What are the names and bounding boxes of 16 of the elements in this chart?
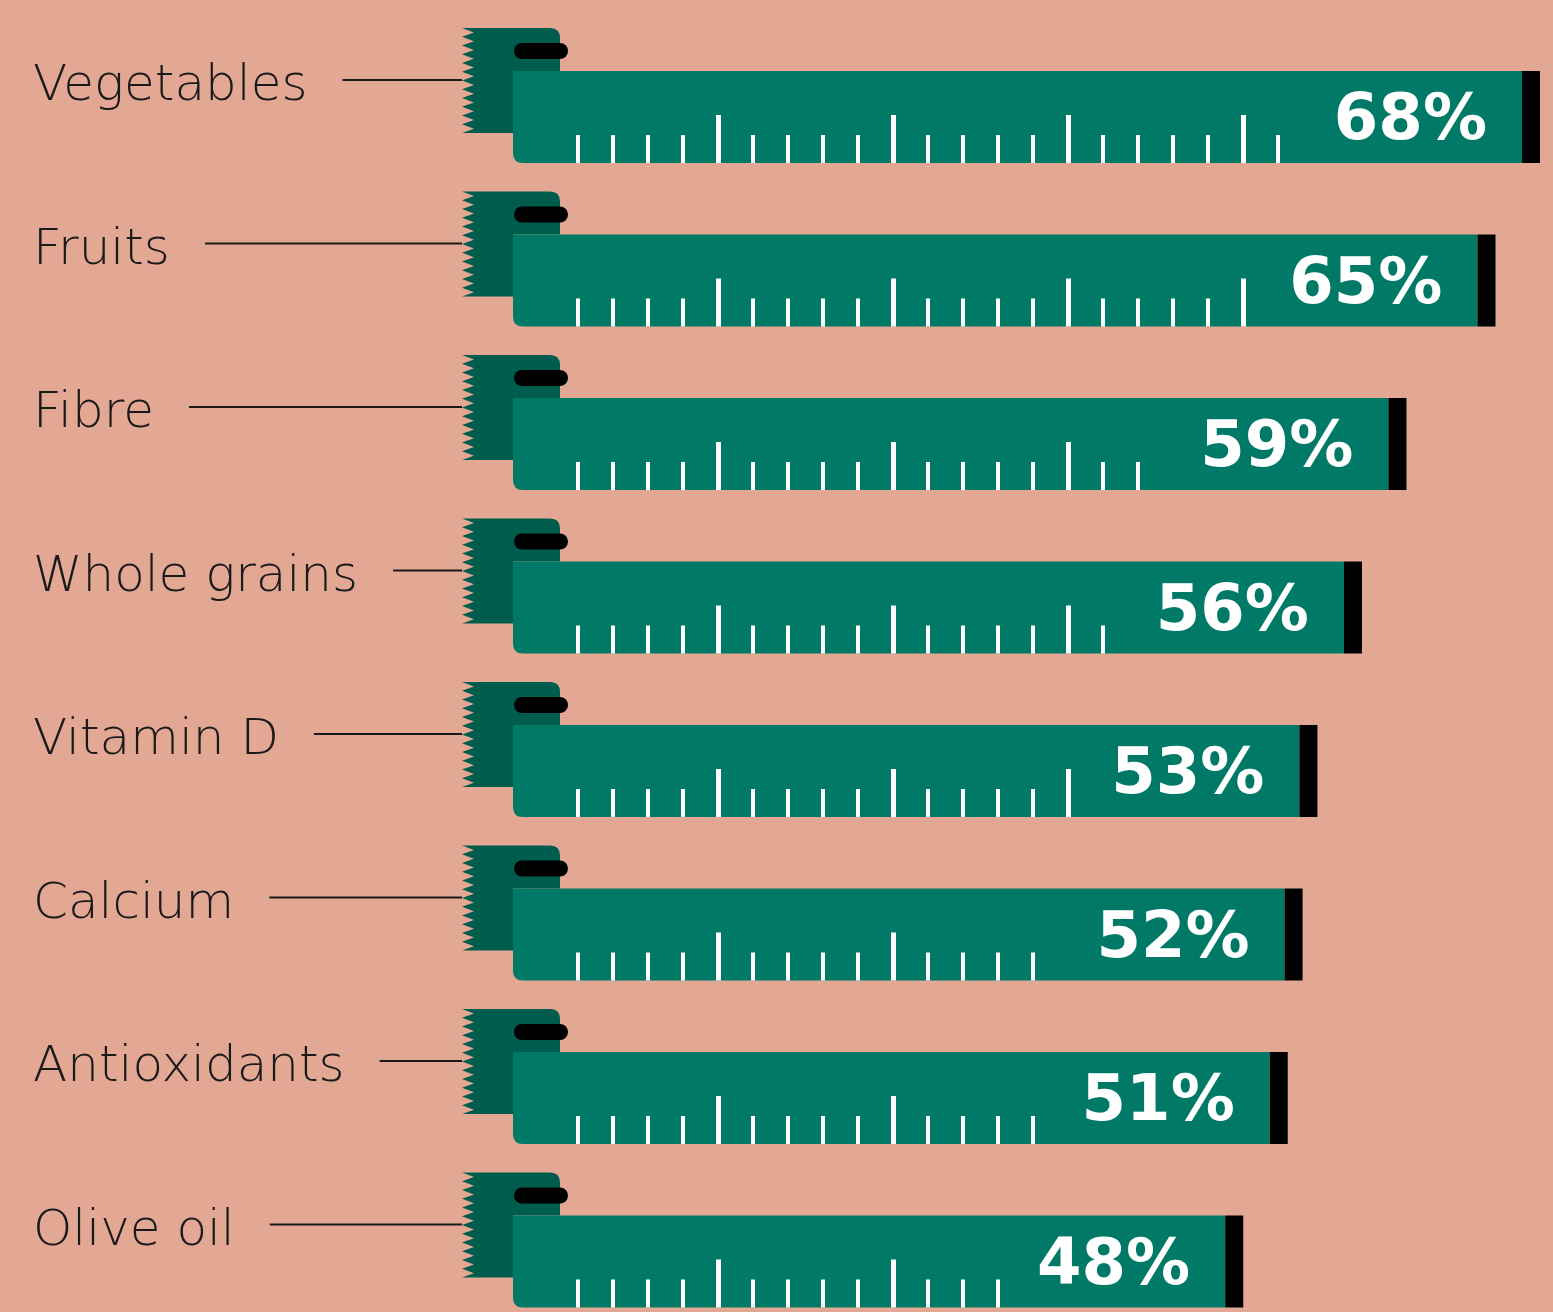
y-tick-label: Whole grains: [33, 544, 359, 603]
y-tick-label: Fibre: [33, 381, 154, 439]
data-label: 51%: [1081, 1061, 1235, 1135]
data-label: 56%: [1155, 570, 1309, 645]
data-label: 53%: [1111, 734, 1265, 808]
data-label: 68%: [1333, 80, 1487, 154]
data-label: 48%: [1037, 1224, 1191, 1299]
data-label: 65%: [1289, 243, 1443, 318]
y-tick-label: Calcium: [33, 871, 235, 930]
y-tick-label: Olive oil: [33, 1198, 235, 1257]
y-tick-label: Vitamin D: [33, 708, 279, 766]
y-tick-label: Antioxidants: [33, 1035, 345, 1093]
data-label: 52%: [1096, 897, 1250, 972]
data-label: 59%: [1200, 407, 1354, 481]
y-tick-label: Vegetables: [33, 54, 308, 112]
y-tick-label: Fruits: [33, 217, 170, 276]
